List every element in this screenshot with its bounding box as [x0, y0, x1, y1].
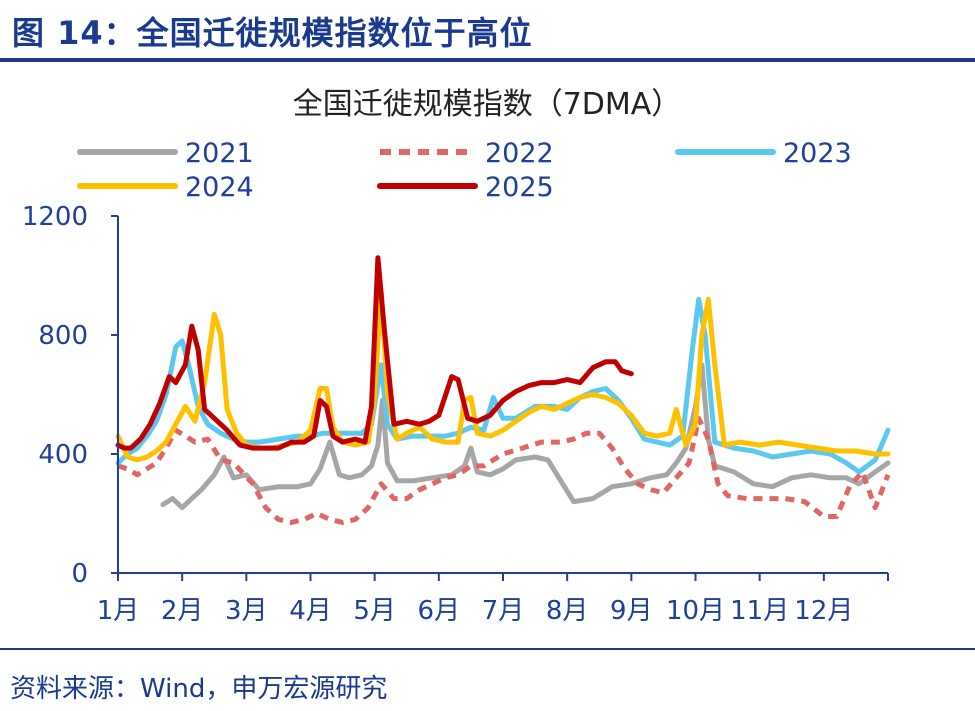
footer-rule	[0, 648, 975, 650]
legend-label-2023: 2023	[783, 138, 852, 169]
series-layer	[115, 255, 891, 525]
x-tick-label: 7月	[482, 596, 525, 626]
legend-label-2025: 2025	[485, 172, 554, 203]
title-rule	[0, 58, 975, 62]
legend: 2021 2022 2023 2024 2025	[77, 138, 852, 203]
series-line-2024	[115, 287, 891, 463]
source-note: 资料来源：Wind，申万宏源研究	[10, 674, 388, 704]
series-line-2022	[117, 415, 891, 525]
y-tick-label: 1200	[22, 202, 88, 232]
legend-label-2024: 2024	[185, 172, 254, 203]
x-tick-label: 5月	[353, 596, 396, 626]
x-tick-label: 3月	[225, 596, 268, 626]
x-tick-label: 4月	[289, 596, 332, 626]
x-tick-label: 10月	[666, 596, 725, 626]
x-tick-label: 6月	[418, 596, 461, 626]
x-tick-label: 2月	[161, 596, 204, 626]
series-line-2025	[115, 255, 634, 451]
y-tick-label: 800	[38, 321, 88, 351]
x-tick-label: 8月	[546, 596, 589, 626]
axes: 0 400 800 1200 1月 2月 3月 4月 5月 6月 7月 8月 9月 10月 11月 12月	[22, 202, 889, 626]
series-line-2023	[115, 296, 891, 475]
line-chart: 全国迁徙规模指数（7DMA） 2021 2022 2023 2024 2025 0 400…	[22, 87, 891, 626]
figure-title: 图 14：全国迁徙规模指数位于高位	[12, 14, 533, 52]
y-tick-label: 0	[71, 559, 88, 589]
chart-title: 全国迁徙规模指数（7DMA）	[293, 87, 682, 122]
legend-label-2022: 2022	[485, 138, 554, 169]
x-tick-label: 1月	[97, 596, 140, 626]
x-tick-label: 9月	[610, 596, 653, 626]
x-tick-label: 11月	[730, 596, 789, 626]
y-tick-label: 400	[38, 440, 88, 470]
series-line-2021	[160, 362, 891, 511]
legend-label-2021: 2021	[185, 138, 254, 169]
x-tick-label: 12月	[794, 596, 853, 626]
